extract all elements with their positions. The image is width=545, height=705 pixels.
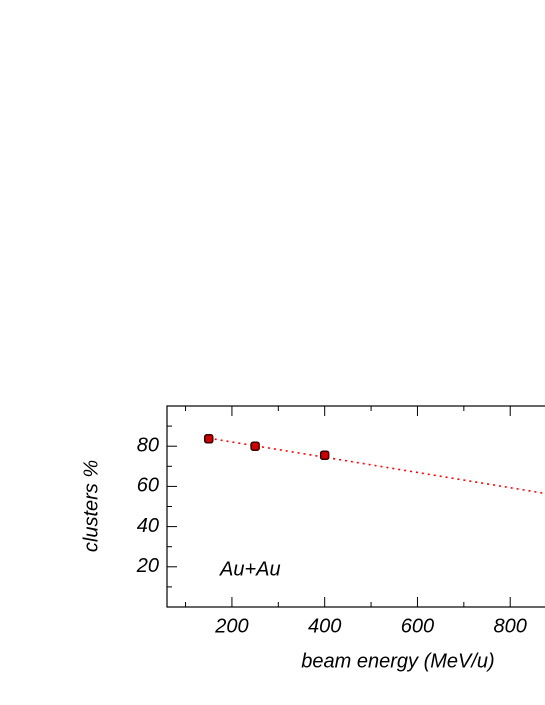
annotation: Au+Au [219,558,281,580]
y-tick-label: 60 [137,475,159,497]
x-tick-label: 600 [401,615,434,637]
y-tick-label: 40 [137,515,159,537]
fit-line [208,437,545,495]
x-axis-label: beam energy (MeV/u) [301,650,494,672]
data-point [203,434,214,444]
data-point [250,441,260,451]
y-tick-label: 20 [136,555,159,577]
x-tick-label: 400 [308,615,341,637]
x-tick-label: 800 [494,615,527,637]
x-tick-label: 200 [214,615,248,637]
data-point [319,450,330,460]
y-axis-label: clusters % [80,460,102,552]
y-tick-label: 80 [137,434,159,456]
